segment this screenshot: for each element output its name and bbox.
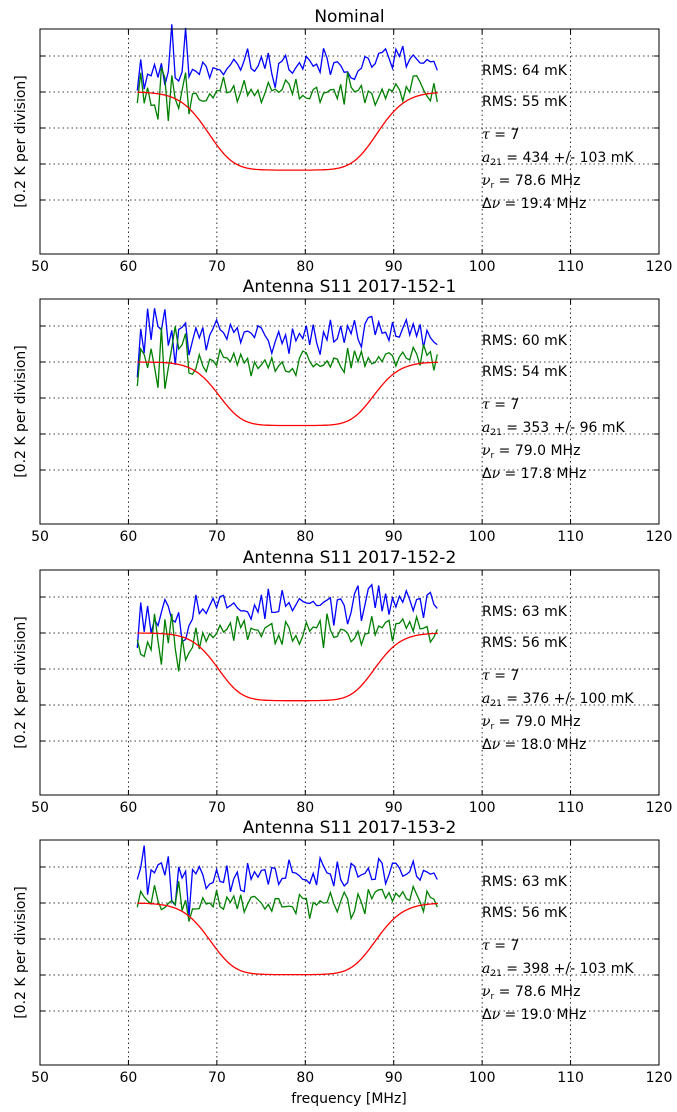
nu-r-label: νr = 78.6 MHz xyxy=(482,173,580,191)
x-tick-label: 120 xyxy=(646,1070,673,1086)
panel-1: Nominal RMS: 64 mK RMS: 55 mK τ = 7 a21 = 43… xyxy=(13,7,672,275)
dnu-label: Δν = 19.4 MHz xyxy=(482,196,586,212)
model-line xyxy=(137,361,438,427)
x-tick-label: 90 xyxy=(385,800,403,816)
rms-blue-label: RMS: 60 mK xyxy=(482,333,568,349)
x-tick-label: 50 xyxy=(31,529,49,545)
a21-label: a21 = 376 +/- 100 mK xyxy=(482,691,634,709)
x-tick-label: 50 xyxy=(31,259,49,275)
y-axis-label: [0.2 K per division] xyxy=(13,75,29,208)
rms-green-label: RMS: 54 mK xyxy=(482,364,568,380)
x-tick-label: 70 xyxy=(208,800,226,816)
x-tick-label: 110 xyxy=(557,259,584,275)
model-line xyxy=(137,902,438,976)
a21-label: a21 = 398 +/- 103 mK xyxy=(482,961,634,979)
x-axis-label: frequency [MHz] xyxy=(291,1091,407,1107)
rms-green-label: RMS: 55 mK xyxy=(482,94,568,110)
x-tick-label: 60 xyxy=(120,259,138,275)
x-tick-label: 80 xyxy=(296,529,314,545)
y-axis-label: [0.2 K per division] xyxy=(13,886,29,1019)
x-tick-label: 60 xyxy=(120,1070,138,1086)
plot-frame xyxy=(39,839,660,1066)
x-tick-label: 70 xyxy=(208,1070,226,1086)
tau-label: τ = 7 xyxy=(482,668,519,684)
a21-label: a21 = 434 +/- 103 mK xyxy=(482,150,634,168)
tau-label: τ = 7 xyxy=(482,397,519,413)
nu-r-label: νr = 79.0 MHz xyxy=(482,714,580,732)
x-tick-label: 80 xyxy=(296,800,314,816)
panel-title: Antenna S11 2017-152-2 xyxy=(243,548,457,568)
a21-label: a21 = 353 +/- 96 mK xyxy=(482,420,625,438)
x-tick-label: 110 xyxy=(557,529,584,545)
x-tick-label: 120 xyxy=(646,259,673,275)
x-tick-label: 70 xyxy=(208,529,226,545)
rms-green-label: RMS: 56 mK xyxy=(482,635,568,651)
x-tick-label: 120 xyxy=(646,529,673,545)
x-tick-label: 100 xyxy=(469,529,496,545)
x-tick-label: 90 xyxy=(385,529,403,545)
x-tick-label: 100 xyxy=(469,800,496,816)
x-tick-label: 80 xyxy=(296,1070,314,1086)
x-tick-label: 90 xyxy=(385,1070,403,1086)
x-tick-label: 50 xyxy=(31,1070,49,1086)
nu-r-label: νr = 78.6 MHz xyxy=(482,984,580,1002)
x-tick-label: 50 xyxy=(31,800,49,816)
tau-label: τ = 7 xyxy=(482,127,519,143)
rms-blue-label: RMS: 63 mK xyxy=(482,604,568,620)
x-tick-label: 70 xyxy=(208,259,226,275)
x-tick-label: 110 xyxy=(557,1070,584,1086)
residual-line-2 xyxy=(136,326,438,390)
model-line xyxy=(137,91,438,171)
residual-line-1 xyxy=(136,845,438,917)
panel-title: Antenna S11 2017-152-1 xyxy=(243,277,457,297)
x-tick-label: 90 xyxy=(385,259,403,275)
x-tick-label: 60 xyxy=(120,529,138,545)
plot-frame xyxy=(39,298,660,525)
rms-blue-label: RMS: 64 mK xyxy=(482,63,568,79)
dnu-label: Δν = 17.8 MHz xyxy=(482,466,586,482)
x-tick-label: 110 xyxy=(557,800,584,816)
tau-label: τ = 7 xyxy=(482,938,519,954)
residual-line-2 xyxy=(136,67,438,122)
panels: Nominal RMS: 64 mK RMS: 55 mK τ = 7 a21 = 43… xyxy=(13,7,672,1086)
residual-line-1 xyxy=(136,583,438,648)
plot-frame xyxy=(39,569,660,796)
x-tick-label: 80 xyxy=(296,259,314,275)
panel-title: Nominal xyxy=(314,7,384,27)
y-axis-label: [0.2 K per division] xyxy=(13,345,29,478)
rms-green-label: RMS: 56 mK xyxy=(482,905,568,921)
plot-frame xyxy=(39,28,660,255)
panel-4: Antenna S11 2017-153-2 RMS: 63 mK RMS: 56 … xyxy=(13,818,672,1086)
residual-line-2 xyxy=(136,613,438,672)
nu-r-label: νr = 79.0 MHz xyxy=(482,443,580,461)
residual-line-2 xyxy=(136,881,438,922)
x-tick-label: 120 xyxy=(646,800,673,816)
x-tick-label: 60 xyxy=(120,800,138,816)
dnu-label: Δν = 19.0 MHz xyxy=(482,1007,586,1023)
y-axis-label: [0.2 K per division] xyxy=(13,616,29,749)
residual-line-1 xyxy=(136,308,438,378)
panel-title: Antenna S11 2017-153-2 xyxy=(243,818,457,838)
rms-blue-label: RMS: 63 mK xyxy=(482,874,568,890)
residual-line-1 xyxy=(136,24,438,91)
panel-3: Antenna S11 2017-152-2 RMS: 63 mK RMS: 56 … xyxy=(13,548,672,816)
x-tick-label: 100 xyxy=(469,259,496,275)
dnu-label: Δν = 18.0 MHz xyxy=(482,737,586,753)
model-line xyxy=(137,632,438,702)
x-tick-label: 100 xyxy=(469,1070,496,1086)
panel-2: Antenna S11 2017-152-1 RMS: 60 mK RMS: 54 … xyxy=(13,277,672,545)
